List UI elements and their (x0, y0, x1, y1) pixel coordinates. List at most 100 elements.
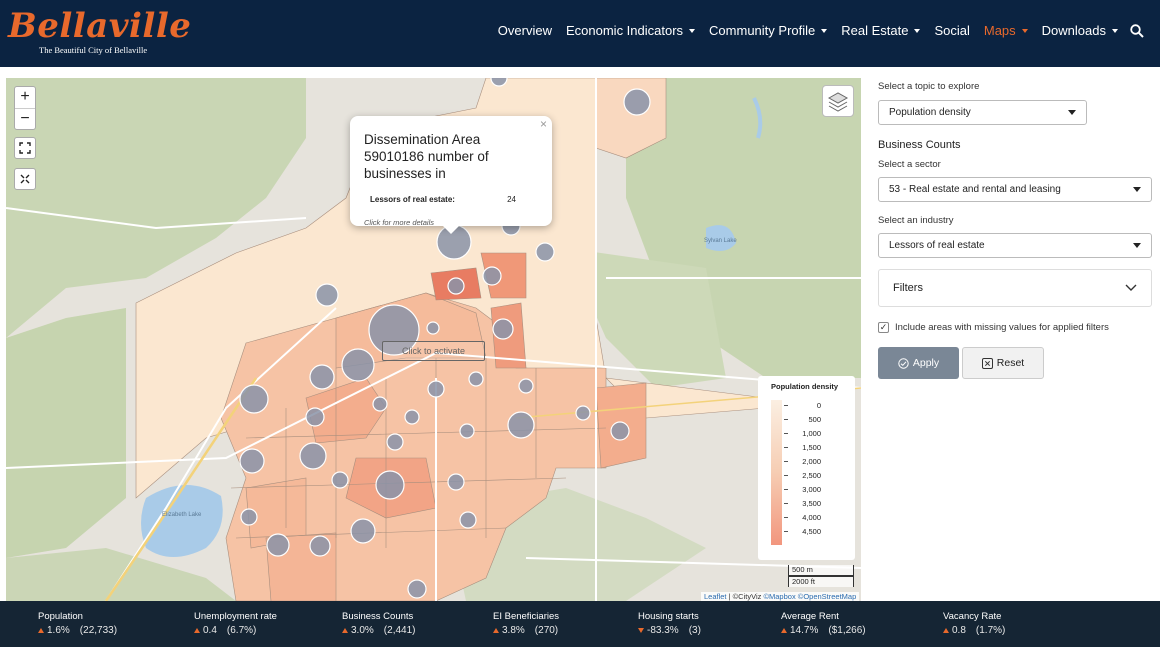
stat-label: EI Beneficiaries (493, 611, 560, 622)
cityviz-link[interactable]: ©CityViz (732, 592, 762, 601)
layers-icon[interactable] (822, 85, 854, 117)
site-logo[interactable]: Bellaville The Beautiful City of Bellavi… (8, 8, 191, 55)
popup-details-link[interactable]: Click for more details (364, 218, 435, 227)
legend-value: 3,500 (802, 498, 821, 508)
click-to-activate-overlay[interactable]: Click to activate (382, 341, 485, 361)
legend-value: 4,500 (802, 526, 821, 536)
industry-label: Select an industry (878, 215, 954, 226)
logo-subtitle: The Beautiful City of Bellaville (39, 45, 148, 55)
missing-values-text: Include areas with missing values for ap… (895, 322, 1109, 333)
leaflet-link[interactable]: Leaflet (704, 592, 727, 601)
stat-average-rent[interactable]: Average Rent 14.7% ($1,266) (781, 611, 866, 636)
nav-real-estate[interactable]: Real Estate (841, 23, 921, 38)
legend-color-ramp (771, 400, 782, 545)
legend-item: 4,000 (784, 510, 821, 524)
nav-label: Community Profile (709, 23, 816, 38)
missing-values-checkbox[interactable]: ✓ (878, 322, 889, 333)
stat-pct: 3.0% (351, 625, 374, 636)
nav-overview[interactable]: Overview (498, 23, 552, 38)
stat-abs: (22,733) (79, 625, 118, 636)
nav-maps[interactable]: Maps (984, 23, 1028, 38)
legend-item: 500 (784, 412, 821, 426)
chevron-down-icon (1133, 243, 1141, 248)
topic-label: Select a topic to explore (878, 81, 980, 92)
search-icon[interactable] (1130, 23, 1144, 38)
stat-label: Business Counts (342, 611, 414, 622)
stat-abs: ($1,266) (828, 625, 866, 636)
stat-business-counts[interactable]: Business Counts 3.0% (2,441) (342, 611, 415, 636)
legend-item: 0 (784, 398, 821, 412)
legend-title: Population density (771, 382, 839, 391)
legend-item: 3,500 (784, 496, 821, 510)
zoom-out-button[interactable]: − (15, 108, 35, 129)
map-attribution: Leaflet | ©CityViz ©Mapbox ©OpenStreetMa… (701, 592, 860, 601)
mapbox-link[interactable]: ©Mapbox (763, 592, 796, 601)
legend-item: 3,000 (784, 482, 821, 496)
topic-select[interactable]: Population density (878, 100, 1087, 125)
legend-item: 2,500 (784, 468, 821, 482)
nav-label: Real Estate (841, 23, 909, 38)
filters-accordion[interactable]: Filters (878, 269, 1152, 307)
arrow-up-icon (943, 628, 949, 633)
stat-unemployment-rate[interactable]: Unemployment rate 0.4 (6.7%) (194, 611, 277, 636)
map-container[interactable]: Sylvan Lake Elizabeth Lake + − × Dissemi… (6, 78, 861, 601)
legend-item: 2,000 (784, 454, 821, 468)
popup-row-label: Lessors of real estate: (370, 195, 455, 204)
nav-downloads[interactable]: Downloads (1042, 23, 1118, 38)
filters-label: Filters (893, 282, 923, 294)
caret-down-icon (1112, 28, 1118, 33)
popup-tip (442, 225, 460, 234)
nav-label: Economic Indicators (565, 23, 684, 38)
legend-labels: 0 500 1,000 1,500 2,000 2,500 3,000 3,50… (784, 398, 821, 538)
nav-label: Social (934, 23, 970, 38)
close-icon[interactable]: × (539, 117, 547, 131)
collapse-icon[interactable] (14, 168, 36, 190)
legend-value: 4,000 (802, 512, 821, 522)
stat-housing-starts[interactable]: Housing starts -83.3% (3) (638, 611, 701, 636)
nav-economic-indicators[interactable]: Economic Indicators (565, 23, 696, 38)
map-popup: × Dissemination Area 59010186 number of … (350, 116, 552, 234)
arrow-up-icon (493, 628, 499, 633)
chevron-down-icon (1068, 110, 1076, 115)
reset-label: Reset (996, 357, 1025, 369)
apply-button[interactable]: Apply (878, 347, 959, 379)
map-legend: Population density 0 500 1,000 1,500 2,0… (758, 376, 855, 560)
reset-button[interactable]: Reset (962, 347, 1044, 379)
nav-label: Overview (497, 23, 552, 38)
industry-select[interactable]: Lessors of real estate (878, 233, 1152, 258)
logo-title: Bellaville (8, 6, 192, 46)
stat-pct: 1.6% (47, 625, 70, 636)
stat-label: Vacancy Rate (943, 611, 1002, 622)
zoom-in-button[interactable]: + (20, 88, 30, 105)
stats-bar: Population 1.6% (22,733) Unemployment rat… (0, 601, 1160, 647)
stat-pct: 0.8 (952, 625, 966, 636)
stat-vacancy-rate[interactable]: Vacancy Rate 0.8 (1.7%) (943, 611, 1005, 636)
arrow-up-icon (781, 628, 787, 633)
popup-title: Dissemination Area 59010186 number of bu… (364, 132, 489, 181)
legend-value: 2,500 (802, 470, 821, 480)
caret-down-icon (821, 28, 828, 33)
close-square-icon (981, 357, 993, 369)
place-label: Elizabeth Lake (162, 512, 202, 518)
map-scale: 500 m 2000 ft (788, 565, 854, 587)
nav-social[interactable]: Social (934, 23, 969, 38)
stat-label: Population (38, 611, 83, 622)
caret-down-icon (689, 28, 696, 33)
stat-pct: 14.7% (790, 625, 819, 636)
zoom-control: + − (14, 86, 36, 130)
stat-label: Average Rent (781, 611, 839, 622)
nav-community-profile[interactable]: Community Profile (709, 23, 828, 38)
stat-ei-beneficiaries[interactable]: EI Beneficiaries 3.8% (270) (493, 611, 559, 636)
caret-down-icon (914, 28, 921, 33)
stat-population[interactable]: Population 1.6% (22,733) (38, 611, 117, 636)
fullscreen-icon[interactable] (14, 137, 36, 159)
stat-pct: -83.3% (647, 625, 679, 636)
site-header: Bellaville The Beautiful City of Bellavi… (0, 0, 1160, 67)
osm-link[interactable]: ©OpenStreetMap (797, 592, 857, 601)
scale-imperial: 2000 ft (788, 576, 854, 587)
legend-value: 500 (808, 414, 821, 424)
stat-abs: (270) (534, 625, 559, 636)
arrow-up-icon (342, 628, 348, 633)
sector-select[interactable]: 53 - Real estate and rental and leasing (878, 177, 1152, 202)
caret-down-icon (1021, 28, 1028, 33)
